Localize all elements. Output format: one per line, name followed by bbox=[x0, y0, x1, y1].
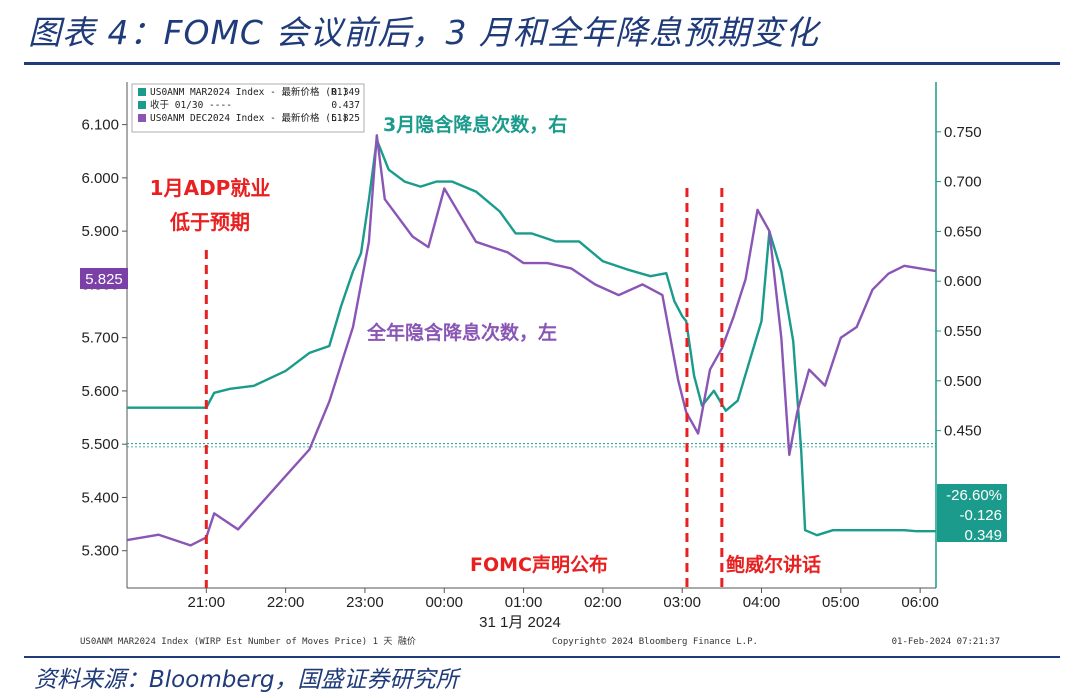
right-tick-label: 0.500 bbox=[944, 373, 982, 390]
left-tick-label: 5.400 bbox=[81, 489, 119, 506]
legend-value: 0.349 bbox=[331, 87, 360, 98]
x-date-label: 31 1月 2024 bbox=[479, 614, 561, 631]
legend-value: 0.437 bbox=[331, 100, 360, 111]
series-line-dec2024 bbox=[126, 134, 937, 547]
x-tick-label: 04:00 bbox=[743, 594, 781, 611]
footer-right: 01-Feb-2024 07:21:37 bbox=[892, 637, 1000, 647]
source-rule bbox=[24, 656, 1060, 658]
footer-center: Copyright© 2024 Bloomberg Finance L.P. bbox=[552, 637, 758, 647]
annotation-adp-line2: 低于预期 bbox=[169, 210, 250, 234]
annotation-fomc: FOMC声明公布 bbox=[470, 553, 608, 576]
legend-swatch bbox=[138, 101, 146, 109]
x-tick-label: 02:00 bbox=[584, 594, 622, 611]
x-tick-label: 00:00 bbox=[425, 594, 463, 611]
right-change-abs: -0.126 bbox=[959, 507, 1002, 524]
annotation-powell: 鲍威尔讲话 bbox=[726, 553, 821, 576]
series-line-mar2024 bbox=[127, 138, 936, 537]
right-change-box bbox=[937, 484, 1007, 542]
left-tick-label: 5.900 bbox=[81, 223, 119, 240]
left-tick-label: 5.600 bbox=[81, 383, 119, 400]
x-tick-label: 03:00 bbox=[663, 594, 701, 611]
right-tick-label: 0.450 bbox=[944, 423, 982, 440]
left-last-value-tag bbox=[80, 268, 128, 289]
left-tick-label: 5.300 bbox=[81, 543, 119, 560]
right-tick-label: 0.550 bbox=[944, 323, 982, 340]
left-tick-label: 6.000 bbox=[81, 170, 119, 187]
right-tick-label: 0.600 bbox=[944, 273, 982, 290]
left-last-value: 5.825 bbox=[85, 271, 123, 288]
left-tick-label: 5.500 bbox=[81, 436, 119, 453]
legend-value: 5.825 bbox=[331, 113, 360, 124]
legend-box bbox=[131, 83, 365, 133]
legend-swatch bbox=[138, 88, 146, 96]
x-tick-label: 01:00 bbox=[505, 594, 543, 611]
right-tick-label: 0.650 bbox=[944, 223, 982, 240]
x-tick-label: 21:00 bbox=[188, 594, 226, 611]
x-tick-label: 05:00 bbox=[822, 594, 860, 611]
right-last-value: 0.349 bbox=[964, 527, 1002, 544]
left-tick-label: 6.100 bbox=[81, 117, 119, 134]
right-change-pct: -26.60% bbox=[946, 487, 1002, 504]
footer-left: US0ANM MAR2024 Index (WIRP Est Number of… bbox=[80, 636, 416, 647]
left-tick-label: 5.700 bbox=[81, 330, 119, 347]
legend-swatch bbox=[138, 114, 146, 122]
right-tick-label: 0.750 bbox=[944, 124, 982, 141]
page-title: 图表 4：FOMC 会议前后，3 月和全年降息预期变化 bbox=[28, 13, 819, 52]
annotation-adp-line1: 1月ADP就业 bbox=[150, 176, 271, 200]
title-underline bbox=[24, 62, 1060, 65]
right-tick-label: 0.700 bbox=[944, 174, 982, 191]
legend-label: US0ANM DEC2024 Index - 最新价格 (L1) bbox=[150, 112, 348, 124]
annotation-march: 3月隐含降息次数，右 bbox=[383, 113, 567, 136]
legend-label: 收于 01/30 ---- bbox=[150, 99, 232, 111]
x-tick-label: 23:00 bbox=[346, 594, 384, 611]
source-note: 资料来源：Bloomberg，国盛证券研究所 bbox=[34, 667, 459, 693]
legend-label: US0ANM MAR2024 Index - 最新价格 (R1) bbox=[150, 86, 348, 98]
x-tick-label: 06:00 bbox=[901, 594, 939, 611]
annotation-year: 全年隐含降息次数，左 bbox=[366, 321, 557, 344]
x-tick-label: 22:00 bbox=[267, 594, 305, 611]
